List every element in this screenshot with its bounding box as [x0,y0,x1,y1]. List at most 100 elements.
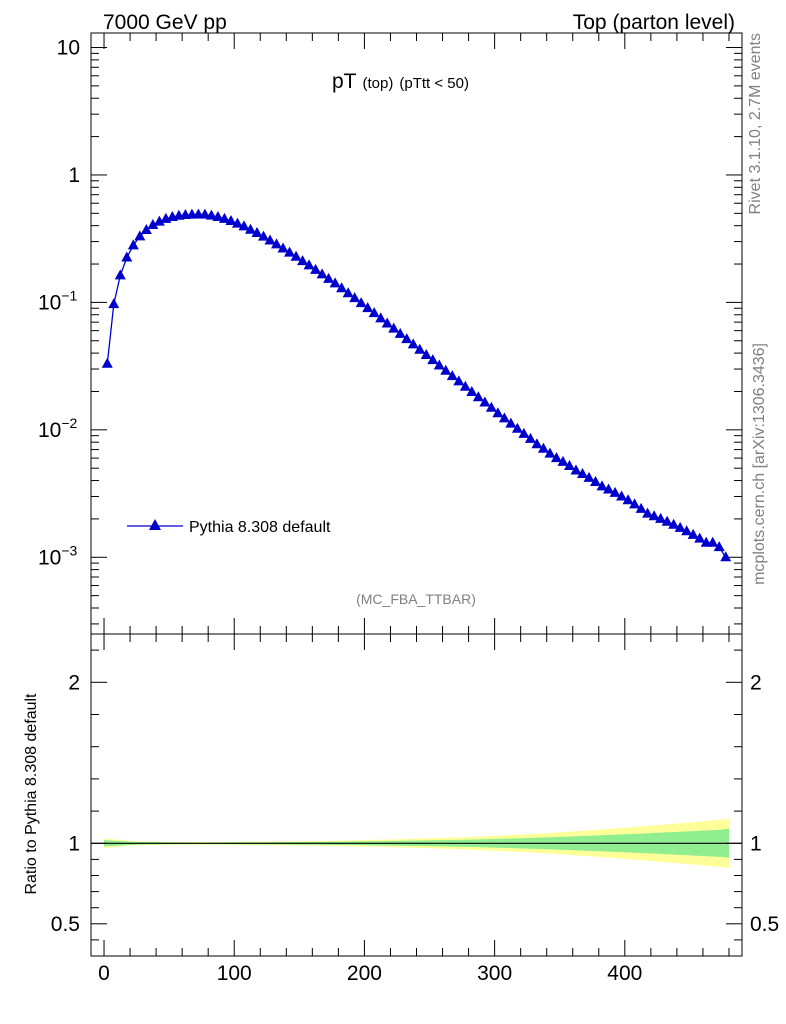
ratio-plot-panel: 0.5 0.5 1 1 2 2 0 100 200 300 400 [51,633,779,985]
ratio-y-tick-label-left: 0.5 [51,913,80,936]
series-marker [453,375,465,386]
series-marker [668,518,680,529]
legend-marker-icon [149,519,161,530]
series-marker [505,417,517,428]
main-y-tick-label-base: 10 [38,419,61,442]
analysis-tag: (MC_FBA_TTBAR) [356,591,476,607]
series-marker [134,230,146,241]
series-marker [674,521,686,532]
header-left: 7000 GeV pp [103,11,227,34]
series-marker [355,297,367,308]
main-y-tick-label: 1 [68,164,80,187]
series-marker [199,208,211,219]
main-y-tick-label-exp: −3 [61,542,77,558]
series-marker [577,468,589,479]
series-marker [258,230,270,241]
main-axis-ticks [91,33,742,634]
series-marker [407,338,419,349]
series-marker [303,259,315,270]
series-marker [323,272,335,283]
series-marker [479,396,491,407]
series-marker [440,364,452,375]
ratio-y-tick-label-left: 2 [68,671,80,694]
series-marker [655,512,667,523]
mcplots-label: mcplots.cern.ch [arXiv:1306.3436] [751,343,768,585]
series-marker [153,215,165,226]
series-marker [394,327,406,338]
series-marker [622,494,634,505]
main-y-tick-label-exp: −2 [61,415,77,431]
series-marker [218,212,230,223]
series-marker [616,490,628,501]
series-marker [244,223,256,234]
series-marker [609,486,621,497]
series-marker [472,391,484,402]
series-marker [297,255,309,266]
plot-title-sub2: (pTtt < 50) [399,75,469,92]
series-marker [557,455,569,466]
main-y-tick-label: 10−2 [38,415,78,442]
series-marker [511,422,523,433]
main-y-tick-label: 10−3 [38,542,78,569]
series-marker [459,380,471,391]
main-plot-frame [90,32,743,635]
series-marker [583,471,595,482]
x-tick-label: 0 [98,962,110,985]
series-marker [121,251,133,262]
x-tick-label: 100 [217,962,252,985]
series-marker [147,218,159,229]
main-y-tick-label: 10−1 [38,287,78,314]
series-marker [518,427,530,438]
series-marker [427,354,439,365]
series-marker [603,483,615,494]
x-tick-labels: 0 100 200 300 400 [98,962,642,985]
series-marker [231,217,243,228]
series-marker [524,432,536,443]
series-marker [687,528,699,539]
series-marker [642,507,654,518]
ratio-y-tick-label-right: 0.5 [750,913,779,936]
series-marker [277,242,289,253]
series-marker [563,460,575,471]
series-marker [271,238,283,249]
series-marker [212,210,224,221]
series-marker [446,370,458,381]
series-marker [362,302,374,313]
main-y-tick-label-exp: −1 [61,287,77,303]
main-y-tick-label: 10 [57,37,80,60]
ratio-plot-frame [90,633,743,957]
series-marker [466,386,478,397]
series-marker [661,515,673,526]
series-marker [375,312,387,323]
series-marker [707,536,719,547]
ratio-y-tick-labels: 0.5 0.5 1 1 2 2 [51,671,779,936]
series-marker [498,412,510,423]
ratio-y-tick-label-right: 2 [750,671,762,694]
series-marker [681,525,693,536]
legend-label: Pythia 8.308 default [189,519,331,536]
series-marker [550,452,562,463]
ratio-y-tick-label-left: 1 [68,832,80,855]
series-marker [368,307,380,318]
series-marker [329,277,341,288]
series-marker [388,322,400,333]
series-marker [414,343,426,354]
main-y-tick-label-base: 10 [38,546,61,569]
plot-title-sub1: (top) [363,75,394,92]
header-right: Top (parton level) [573,11,735,34]
series-marker [635,502,647,513]
series-marker [694,532,706,543]
series-marker [238,220,250,231]
series-marker [251,227,263,238]
x-tick-label: 300 [477,962,512,985]
series-marker [114,269,126,280]
series-marker [264,234,276,245]
series-marker [140,223,152,234]
series-marker [349,292,361,303]
series-marker [108,298,120,309]
series-marker [570,464,582,475]
series-marker [531,438,543,449]
series-marker [284,246,296,257]
